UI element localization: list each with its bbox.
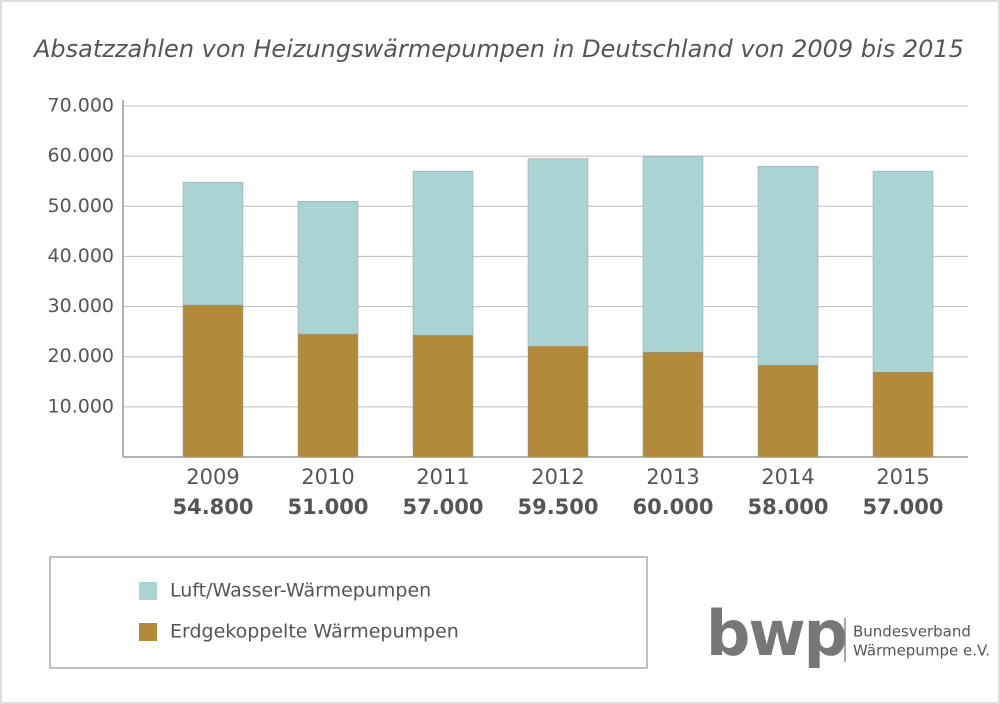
chart-title: Absatzzahlen von Heizungswärmepumpen in …	[32, 35, 964, 63]
y-tick-label: 30.000	[48, 295, 114, 317]
total-label: 51.000	[287, 495, 368, 519]
bar-segment	[527, 158, 589, 347]
x-tick-label: 2014	[761, 465, 814, 489]
bar-segment	[412, 170, 474, 336]
x-tick-label: 2012	[531, 465, 584, 489]
bar-segment	[872, 170, 934, 373]
logo-line: Bundesverband	[853, 623, 971, 641]
x-tick-label: 2013	[646, 465, 699, 489]
total-label: 58.000	[747, 495, 828, 519]
bar-segment	[297, 333, 359, 458]
bar-segment	[642, 155, 704, 353]
legend-box	[49, 556, 648, 669]
logo: bwp Bundesverband Wärmepumpe e.V.	[706, 597, 990, 670]
bar-segment	[872, 372, 934, 458]
y-tick-label: 70.000	[48, 95, 114, 117]
bar-segment	[757, 165, 819, 366]
bar-segment	[412, 334, 474, 458]
y-tick-label: 60.000	[48, 145, 114, 167]
y-tick-label: 10.000	[48, 395, 114, 417]
legend-swatch	[139, 623, 157, 641]
bar-segment	[642, 351, 704, 458]
x-tick-label: 2015	[876, 465, 929, 489]
total-label: 57.000	[862, 495, 943, 519]
bar-segment	[757, 364, 819, 458]
x-tick-label: 2010	[301, 465, 354, 489]
total-label: 60.000	[632, 495, 713, 519]
y-tick-label: 40.000	[48, 245, 114, 267]
legend-label: Erdgekoppelte Wärmepumpen	[170, 621, 459, 643]
y-tick-label: 50.000	[48, 195, 114, 217]
total-label: 57.000	[402, 495, 483, 519]
total-label: 59.500	[517, 495, 598, 519]
legend-label: Luft/Wasser-Wärmepumpen	[170, 580, 431, 602]
bar-segment	[297, 201, 359, 335]
bar-segment	[182, 304, 244, 458]
bar-segment	[527, 345, 589, 458]
logo-mark: bwp	[706, 597, 846, 670]
x-tick-label: 2009	[186, 465, 239, 489]
bar-segment	[182, 181, 244, 306]
y-tick-label: 20.000	[48, 345, 114, 367]
total-label: 54.800	[172, 495, 253, 519]
x-tick-label: 2011	[416, 465, 469, 489]
legend-swatch	[139, 582, 157, 600]
logo-line: Wärmepumpe e.V.	[853, 642, 990, 660]
